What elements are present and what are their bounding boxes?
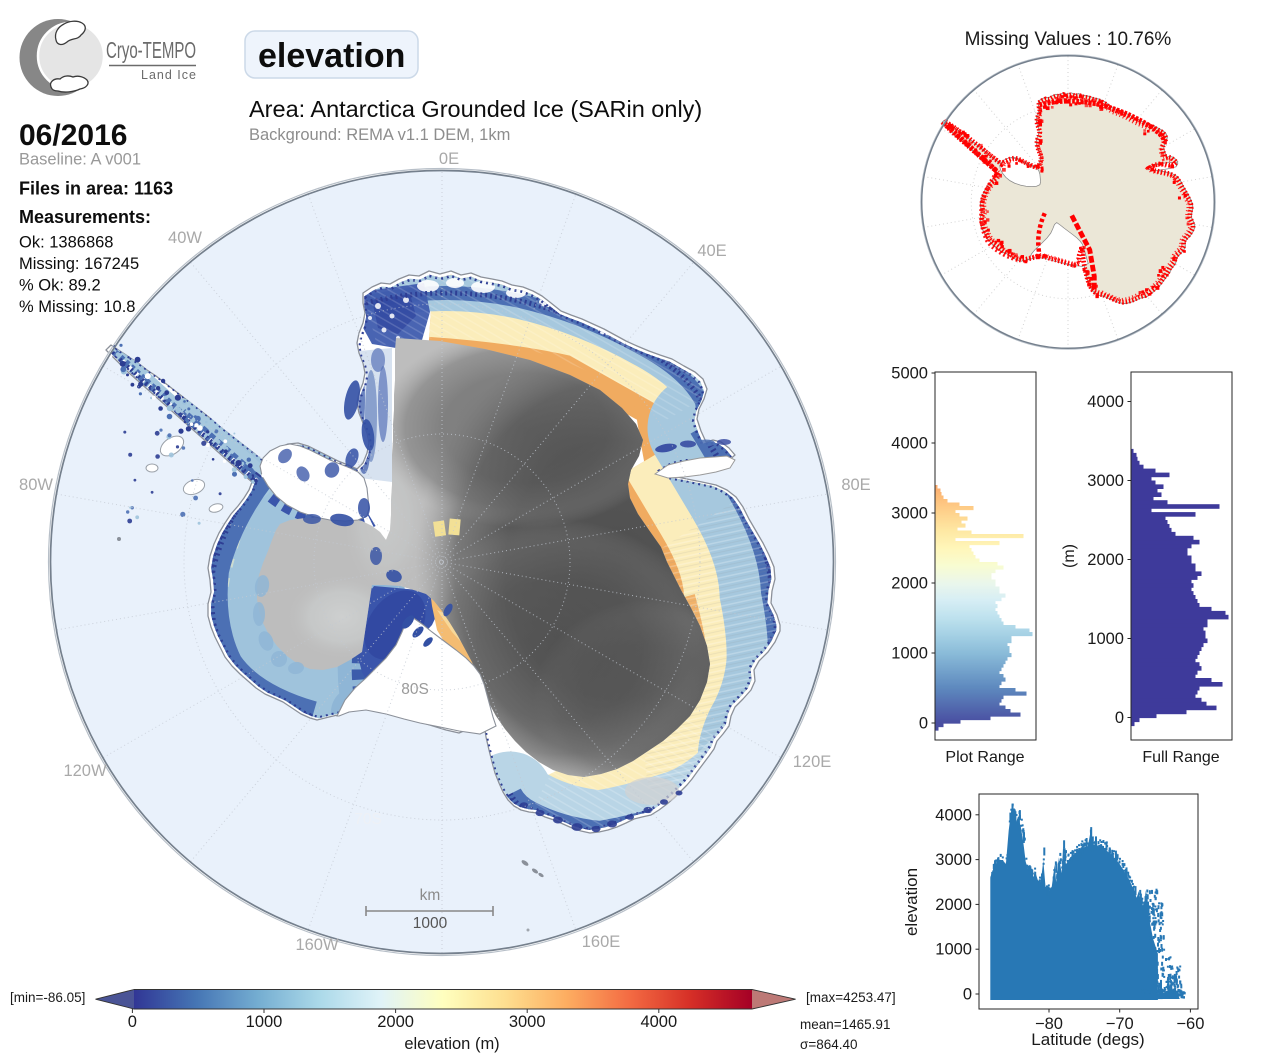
svg-text:Latitude (degs): Latitude (degs) — [1031, 1030, 1144, 1049]
svg-text:elevation: elevation — [902, 868, 921, 936]
svg-text:1000: 1000 — [935, 941, 972, 959]
svg-text:4000: 4000 — [935, 806, 972, 824]
svg-text:120W: 120W — [63, 762, 107, 780]
svg-text:4000: 4000 — [891, 435, 928, 453]
svg-text:3000: 3000 — [935, 851, 972, 869]
svg-text:4000: 4000 — [1087, 393, 1124, 411]
svg-text:80W: 80W — [19, 476, 53, 494]
svg-text:160W: 160W — [295, 936, 339, 954]
svg-text:2000: 2000 — [377, 1013, 414, 1031]
svg-text:(m): (m) — [1061, 544, 1078, 568]
svg-text:−70: −70 — [1106, 1015, 1134, 1033]
svg-text:06/2016: 06/2016 — [19, 119, 127, 152]
svg-text:0: 0 — [1115, 709, 1124, 727]
svg-text:1000: 1000 — [246, 1013, 283, 1031]
svg-text:80E: 80E — [841, 476, 870, 494]
svg-text:Full Range: Full Range — [1142, 749, 1219, 766]
svg-text:40E: 40E — [697, 242, 726, 260]
svg-text:80S: 80S — [401, 681, 429, 698]
svg-text:% Ok: 89.2: % Ok: 89.2 — [19, 277, 101, 295]
svg-text:Plot Range: Plot Range — [945, 749, 1024, 766]
svg-text:[min=-86.05]: [min=-86.05] — [10, 990, 85, 1005]
svg-text:1000: 1000 — [413, 915, 448, 932]
svg-text:2000: 2000 — [935, 896, 972, 914]
svg-text:0: 0 — [919, 715, 928, 733]
svg-text:Baseline: A v001: Baseline: A v001 — [19, 151, 141, 169]
svg-text:[max=4253.47]: [max=4253.47] — [806, 990, 896, 1005]
svg-text:elevation: elevation — [258, 37, 405, 75]
svg-text:Land Ice: Land Ice — [141, 68, 197, 82]
svg-text:Missing: 167245: Missing: 167245 — [19, 255, 139, 273]
svg-text:1000: 1000 — [891, 645, 928, 663]
svg-text:4000: 4000 — [640, 1013, 677, 1031]
svg-text:0E: 0E — [439, 150, 459, 168]
svg-text:km: km — [420, 887, 441, 904]
svg-text:Files in area: 1163: Files in area: 1163 — [19, 179, 173, 199]
svg-text:3000: 3000 — [1087, 472, 1124, 490]
svg-text:Measurements:: Measurements: — [19, 207, 151, 227]
svg-text:70S: 70S — [354, 811, 382, 828]
svg-text:σ=864.40: σ=864.40 — [800, 1037, 858, 1052]
svg-text:160E: 160E — [582, 933, 621, 951]
svg-text:2000: 2000 — [891, 575, 928, 593]
svg-text:Area: Antarctica Grounded Ice: Area: Antarctica Grounded Ice (SARin onl… — [249, 96, 702, 122]
svg-text:120E: 120E — [793, 753, 832, 771]
svg-text:1000: 1000 — [1087, 630, 1124, 648]
svg-text:Background: REMA v1.1 DEM, 1km: Background: REMA v1.1 DEM, 1km — [249, 126, 510, 144]
svg-text:elevation (m): elevation (m) — [404, 1035, 499, 1053]
svg-text:Ok: 1386868: Ok: 1386868 — [19, 234, 114, 252]
svg-text:0: 0 — [963, 986, 972, 1004]
svg-text:40W: 40W — [168, 229, 202, 247]
svg-text:% Missing: 10.8: % Missing: 10.8 — [19, 298, 135, 316]
svg-text:5000: 5000 — [891, 365, 928, 383]
svg-text:0: 0 — [128, 1013, 137, 1031]
svg-text:Cryo-TEMPO: Cryo-TEMPO — [106, 37, 196, 63]
svg-text:Missing Values : 10.76%: Missing Values : 10.76% — [965, 29, 1172, 50]
svg-text:−60: −60 — [1176, 1015, 1204, 1033]
svg-text:2000: 2000 — [1087, 551, 1124, 569]
svg-text:3000: 3000 — [891, 505, 928, 523]
svg-text:mean=1465.91: mean=1465.91 — [800, 1017, 890, 1032]
svg-text:−80: −80 — [1035, 1015, 1063, 1033]
svg-text:3000: 3000 — [509, 1013, 546, 1031]
